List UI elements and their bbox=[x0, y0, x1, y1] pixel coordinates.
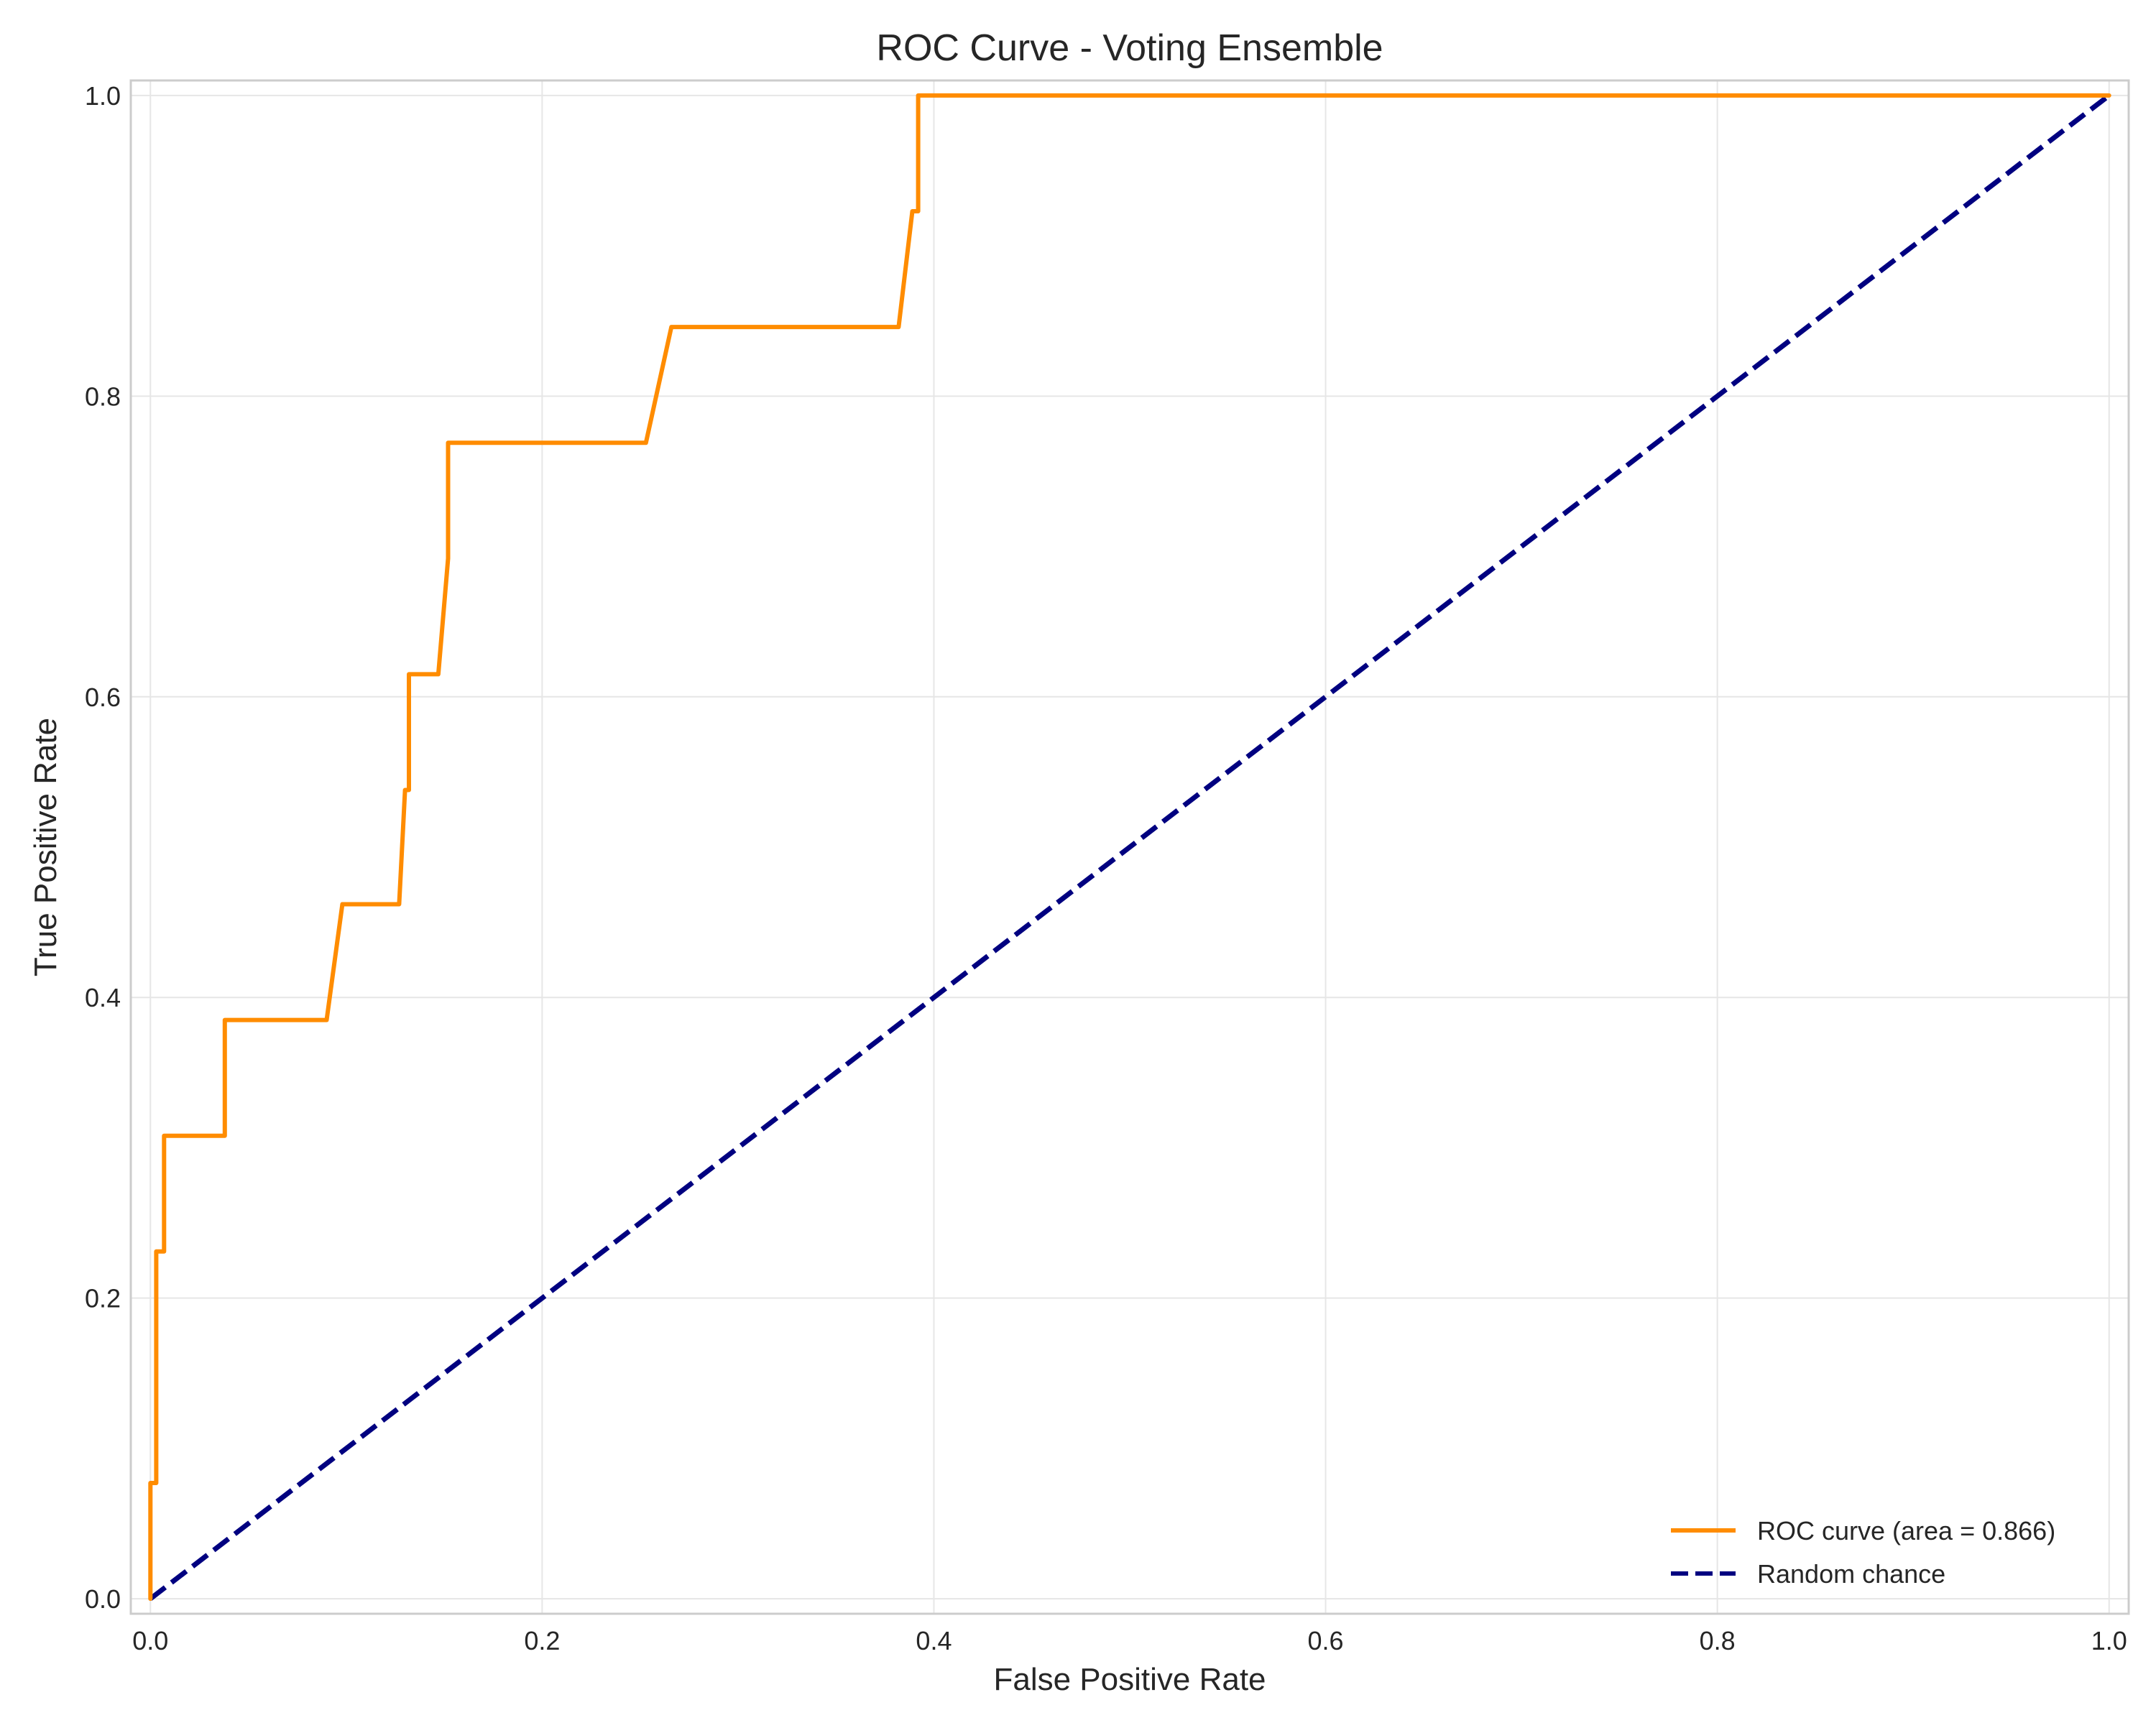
roc-curve-line bbox=[148, 93, 2111, 1602]
series-layer bbox=[148, 93, 2111, 1602]
grid bbox=[131, 80, 2129, 1614]
x-tick-label: 0.0 bbox=[132, 1626, 168, 1655]
x-tick-label: 1.0 bbox=[2091, 1626, 2127, 1655]
x-tick-label: 0.4 bbox=[916, 1626, 952, 1655]
legend-label-random-chance: Random chance bbox=[1757, 1559, 1945, 1589]
legend-label-roc: ROC curve (area = 0.866) bbox=[1757, 1516, 2055, 1546]
y-axis-label: True Positive Rate bbox=[28, 718, 63, 976]
y-tick-label: 0.0 bbox=[85, 1584, 121, 1614]
chart-title: ROC Curve - Voting Ensemble bbox=[876, 27, 1383, 69]
x-axis-label: False Positive Rate bbox=[993, 1662, 1266, 1697]
y-tick-label: 0.8 bbox=[85, 382, 121, 411]
y-tick-label: 0.4 bbox=[85, 983, 121, 1012]
y-tick-label: 0.6 bbox=[85, 683, 121, 712]
x-tick-label: 0.8 bbox=[1700, 1626, 1736, 1655]
x-tick-label: 0.2 bbox=[524, 1626, 560, 1655]
y-tick-label: 1.0 bbox=[85, 81, 121, 111]
x-tick-label: 0.6 bbox=[1308, 1626, 1344, 1655]
plot-frame bbox=[129, 79, 2130, 1615]
random-chance-line bbox=[149, 93, 2111, 1601]
y-tick-label: 0.2 bbox=[85, 1284, 121, 1313]
tick-labels: 0.0 0.2 0.4 0.6 0.8 1.0 0.0 0.2 0.4 0.6 0.8 1.0 bbox=[85, 81, 2127, 1655]
legend: ROC curve (area = 0.866) Random chance bbox=[1671, 1516, 2055, 1589]
